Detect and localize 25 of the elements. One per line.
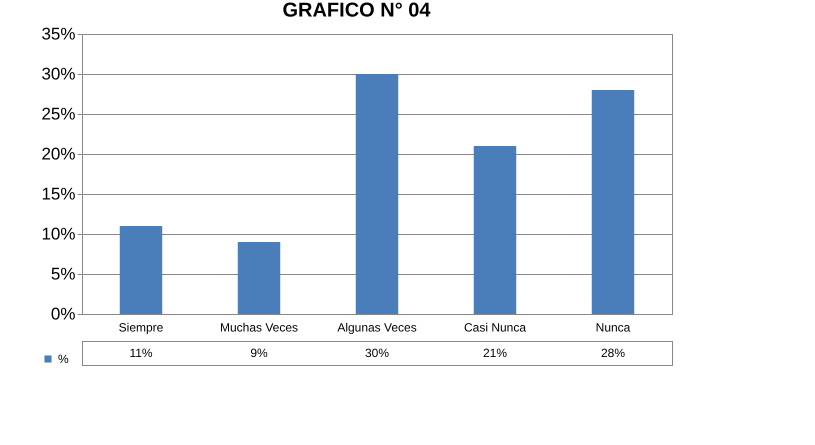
bar: [474, 146, 516, 314]
bar: [356, 74, 398, 314]
data-label: 11%: [129, 346, 153, 360]
legend-label: %: [58, 352, 69, 366]
y-tick-label: 35%: [41, 24, 76, 44]
data-label: 21%: [482, 346, 508, 360]
y-tick-label: 0%: [50, 304, 76, 324]
x-tick-label: Casi Nunca: [464, 320, 526, 334]
bar: [592, 90, 634, 314]
chart-title: GRAFICO N° 04: [282, 0, 432, 22]
y-tick-label: 15%: [41, 184, 76, 204]
x-tick-label: Siempre: [118, 320, 164, 334]
y-tick-label: 5%: [50, 264, 76, 284]
y-tick-label: 10%: [41, 224, 76, 244]
bar: [238, 242, 280, 314]
data-label: 28%: [600, 346, 626, 360]
data-label: 9%: [250, 346, 268, 360]
x-tick-label: Algunas Veces: [337, 320, 417, 334]
y-tick-label: 25%: [41, 104, 76, 124]
x-tick-label: Nunca: [596, 320, 631, 334]
y-tick-label: 20%: [41, 144, 76, 164]
y-tick-label: 30%: [41, 64, 76, 84]
bar: [120, 226, 162, 314]
x-tick-label: Muchas Veces: [220, 320, 298, 334]
data-label: 30%: [364, 346, 390, 360]
